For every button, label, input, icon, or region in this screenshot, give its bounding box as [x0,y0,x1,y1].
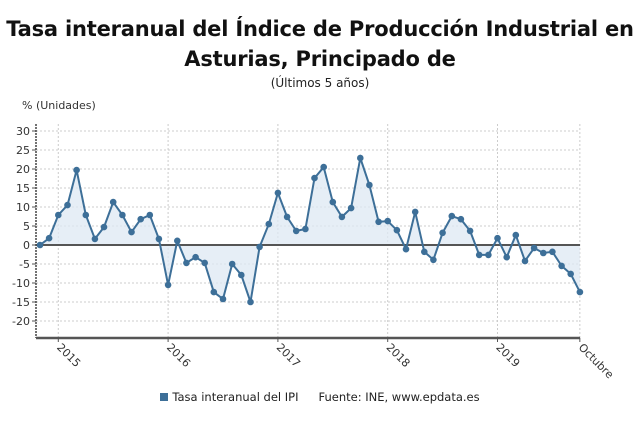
data-point[interactable] [100,223,108,231]
chart-title-line1: Tasa interanual del Índice de Producción… [6,17,634,41]
data-point[interactable] [430,256,437,264]
x-tick-label: 2019 [493,341,522,370]
y-axis-tick-labels: 30 25 20 15 10 5 0 -5 -10 -15 -20 [12,125,30,328]
data-point[interactable] [36,241,44,249]
y-tick-label: 10 [16,201,30,214]
data-point[interactable] [448,212,456,220]
x-tick-label: 2016 [164,341,193,370]
data-point[interactable] [174,237,181,245]
data-point[interactable] [219,295,227,303]
data-point[interactable] [549,248,556,256]
data-point[interactable] [45,234,53,242]
data-point[interactable] [256,243,263,251]
data-point[interactable] [402,245,410,253]
data-point[interactable] [274,189,282,197]
data-point[interactable] [311,174,318,182]
y-tick-label: 25 [16,144,30,157]
data-point[interactable] [375,218,382,226]
chart-title-line2: Asturias, Principado de [184,47,456,71]
data-point[interactable] [119,211,126,219]
data-point[interactable] [247,298,254,306]
data-point[interactable] [384,217,392,225]
data-point[interactable] [576,288,584,296]
data-point[interactable] [82,211,90,219]
data-point[interactable] [238,271,245,279]
data-point[interactable] [210,288,218,296]
data-point[interactable] [540,249,547,257]
data-point[interactable] [421,248,428,256]
x-tick-label: Octubre [576,341,616,381]
chart-title: Tasa interanual del Índice de Producción… [0,14,640,74]
data-point[interactable] [183,259,190,267]
data-point[interactable] [338,213,346,221]
y-axis-unit-label: % (Unidades) [22,99,96,112]
data-point[interactable] [55,211,62,219]
data-point[interactable] [357,154,364,162]
data-point[interactable] [366,181,373,189]
legend-series-label[interactable]: Tasa interanual del IPI [172,390,299,404]
data-point[interactable] [485,251,492,259]
data-point[interactable] [283,213,291,221]
x-tick-label: 2015 [54,341,83,370]
data-point[interactable] [466,227,474,235]
data-point[interactable] [503,253,511,261]
y-tick-label: 30 [16,125,30,138]
data-point[interactable] [137,215,144,223]
data-point[interactable] [302,225,309,233]
data-point[interactable] [292,227,300,235]
x-axis-tick-labels: 2015 2016 2017 2018 2019 Octubre [54,338,616,381]
data-point[interactable] [265,220,273,228]
data-point[interactable] [530,244,538,252]
y-tick-label: -5 [19,258,30,271]
data-point[interactable] [567,270,574,278]
data-point[interactable] [64,201,71,209]
axes [35,124,580,340]
data-point[interactable] [558,262,565,270]
data-point[interactable] [164,281,172,289]
data-point[interactable] [109,198,117,206]
y-tick-label: 20 [16,163,30,176]
data-point[interactable] [228,260,236,268]
data-point[interactable] [494,234,501,242]
data-point[interactable] [201,259,208,267]
data-point[interactable] [155,235,163,243]
data-point[interactable] [439,229,446,237]
gridlines [32,124,581,338]
data-point[interactable] [146,211,154,219]
data-point[interactable] [512,231,520,239]
legend: Tasa interanual del IPI Fuente: INE, www.… [0,390,640,404]
source-note: Fuente: INE, www.epdata.es [318,390,480,404]
series-data-points [36,154,584,306]
legend-swatch-icon [160,392,169,401]
data-point[interactable] [329,198,337,206]
x-tick-label: 2017 [274,341,303,370]
data-point[interactable] [73,166,80,174]
data-point[interactable] [128,228,135,236]
y-tick-label: -10 [12,277,30,290]
chart-subtitle: (Últimos 5 años) [270,76,370,90]
y-tick-label: 0 [23,239,30,252]
data-point[interactable] [347,204,355,212]
data-point[interactable] [192,253,199,261]
series-area-fill [40,158,580,302]
y-tick-label: 15 [16,182,30,195]
data-point[interactable] [457,215,465,223]
data-point[interactable] [521,257,529,265]
y-tick-label: -20 [12,315,30,328]
y-tick-label: 5 [23,220,30,233]
data-point[interactable] [320,163,328,171]
data-point[interactable] [411,208,419,216]
y-tick-label: -15 [12,296,30,309]
x-tick-label: 2018 [384,341,413,370]
data-point[interactable] [475,251,483,259]
data-point[interactable] [393,226,401,234]
data-point[interactable] [91,235,99,243]
